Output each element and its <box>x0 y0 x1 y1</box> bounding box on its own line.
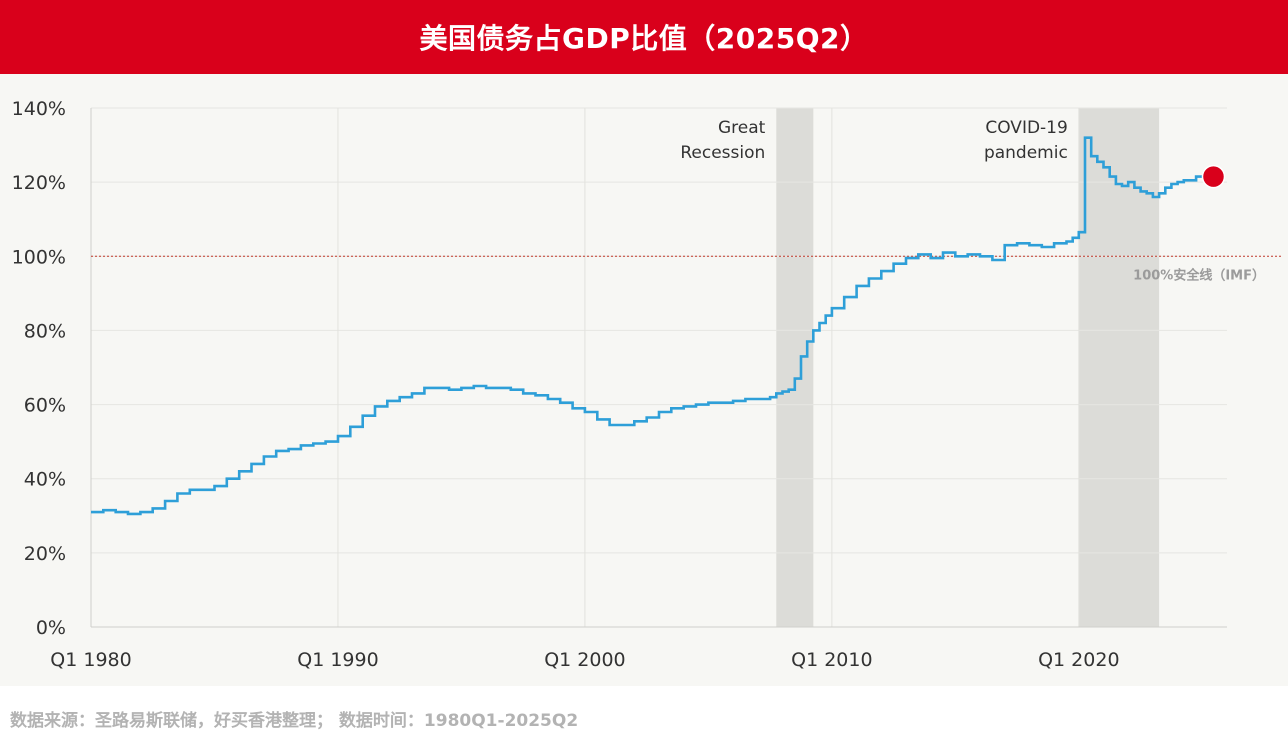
x-tick-label: Q1 2010 <box>791 649 872 671</box>
y-tick-label: 20% <box>24 543 66 565</box>
x-tick-label: Q1 2000 <box>544 649 625 671</box>
latest-value-marker <box>1201 164 1226 189</box>
y-tick-label: 100% <box>12 246 66 268</box>
chart-panel: 0% 20% 40% 60% 80% 100% 120% 140% Q1 1980 Q1 1990… <box>0 74 1288 686</box>
y-tick-label: 140% <box>12 98 66 120</box>
debt-to-gdp-chart: 0% 20% 40% 60% 80% 100% 120% 140% Q1 1980 Q1 1990… <box>12 98 1282 671</box>
shaded-region-label: Great <box>718 118 766 138</box>
y-tick-label: 60% <box>24 395 66 417</box>
y-tick-label: 40% <box>24 469 66 491</box>
shaded-region-label: pandemic <box>984 143 1068 163</box>
source-footnote: 数据来源：圣路易斯联储，好买香港整理； 数据时间：1980Q1-2025Q2 <box>10 711 579 731</box>
shaded-region-label: Recession <box>680 143 765 163</box>
shaded-region-label: COVID-19 <box>985 118 1067 138</box>
shaded-region-1 <box>776 108 814 627</box>
x-tick-label: Q1 1980 <box>50 649 131 671</box>
chart-title: 美国债务占GDP比值（2025Q2） <box>419 22 869 55</box>
y-tick-label: 120% <box>12 172 66 194</box>
x-tick-label: Q1 2020 <box>1038 649 1119 671</box>
shaded-region-2 <box>1078 108 1160 627</box>
reference-line-label: 100%安全线（IMF） <box>1133 267 1265 283</box>
y-tick-label: 80% <box>24 320 66 342</box>
title-bar: 美国债务占GDP比值（2025Q2） <box>0 0 1288 74</box>
y-tick-label: 0% <box>36 617 66 639</box>
x-tick-label: Q1 1990 <box>297 649 378 671</box>
debt-ratio-line <box>91 136 1213 516</box>
